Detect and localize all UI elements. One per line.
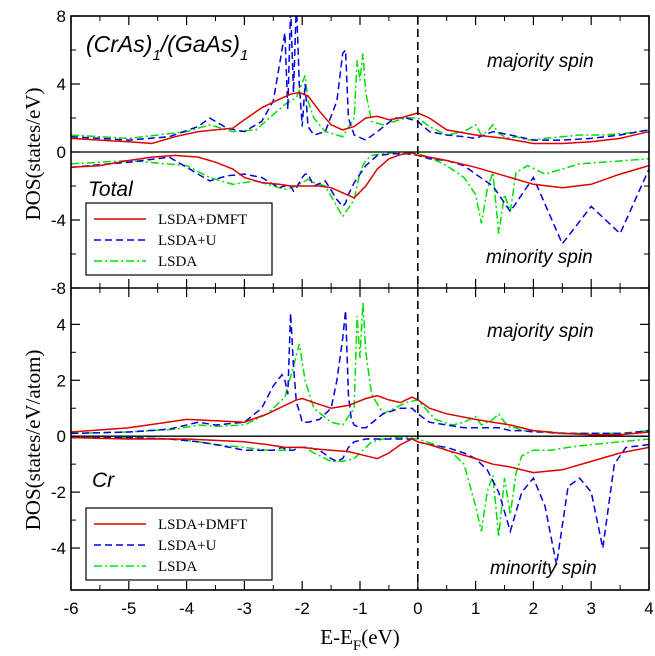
cr-panel-label: Cr	[92, 469, 115, 492]
cr-lsda-dmft-majority-curve	[71, 394, 649, 436]
cr-lsda-dmft-minority-curve	[71, 436, 649, 474]
total-minority-annotation: minority spin	[486, 247, 593, 268]
total-majority-annotation: majority spin	[487, 51, 594, 72]
total-dos-curves	[71, 16, 649, 246]
y-tick-label: 2	[57, 371, 66, 390]
total-panel-label: Total	[88, 178, 134, 201]
y-tick-label: 0	[57, 427, 66, 446]
x-tick-label: 1	[471, 599, 480, 618]
total-lsda-minority-curve	[71, 152, 649, 234]
cr-lsda-minority-curve	[71, 436, 649, 537]
y-tick-label: 0	[57, 143, 66, 162]
y-tick-label: 4	[57, 75, 66, 94]
x-tick-label: -2	[295, 599, 310, 618]
legend-label: LSDA+U	[158, 538, 217, 554]
total-dos-panel: -8 -4 0 4 8 (CrAs)1/(GaAs)1 Total majority s…	[21, 7, 650, 298]
cr-minority-annotation: minority spin	[490, 558, 597, 579]
plot-frame	[70, 15, 650, 591]
total-lsda-u-majority-curve	[71, 16, 649, 141]
x-tick-label: -1	[352, 599, 367, 618]
x-tick-label: -5	[121, 599, 136, 618]
total-legend-box	[85, 202, 273, 276]
x-tick-label: 2	[529, 599, 538, 618]
x-tick-label: 0	[413, 599, 422, 618]
total-y-axis-title: DOS(states/eV)	[21, 88, 45, 221]
y-tick-label: 8	[57, 7, 66, 26]
total-lsda-u-minority-curve	[71, 152, 649, 246]
y-tick-label: 4	[57, 315, 66, 334]
total-lsda-dmft-minority-curve	[71, 152, 649, 199]
cr-lsda-u-majority-curve	[71, 310, 649, 435]
cr-lsda-majority-curve	[71, 301, 649, 435]
total-legend: LSDA+DMFT LSDA+U LSDA	[85, 202, 273, 276]
legend-label: LSDA+DMFT	[158, 517, 247, 533]
y-tick-label: -4	[51, 539, 66, 558]
x-tick-label: 3	[586, 599, 595, 618]
legend-label: LSDA	[158, 254, 197, 270]
total-lsda-dmft-majority-curve	[71, 91, 649, 145]
cr-legend-box	[85, 507, 273, 581]
cr-majority-annotation: majority spin	[487, 321, 594, 342]
cr-x-ticks: -6 -5 -4 -3 -2 -1 0 1 2 3 4	[63, 288, 654, 618]
x-tick-label: 4	[644, 599, 653, 618]
y-tick-label: -4	[51, 211, 66, 230]
cr-y-axis-title: DOS(states/eV/atom)	[21, 350, 45, 531]
legend-label: LSDA	[158, 559, 197, 575]
cr-legend: LSDA+DMFT LSDA+U LSDA	[85, 507, 273, 581]
y-tick-label: -8	[51, 279, 66, 298]
y-tick-label: -2	[51, 483, 66, 502]
legend-label: LSDA+DMFT	[158, 212, 247, 228]
total-panel-title: (CrAs)1/(GaAs)1	[86, 31, 248, 64]
x-tick-label: -4	[179, 599, 194, 618]
cr-y-ticks: -4 -2 0 2 4	[51, 315, 649, 558]
cr-dos-panel: -4 -2 0 2 4 -6 -5 -4 -3 -2 -1 0 1 2 3 4 Cr majority sp…	[21, 288, 654, 618]
total-lsda-majority-curve	[71, 53, 649, 141]
x-tick-label: -3	[237, 599, 252, 618]
legend-label: LSDA+U	[158, 233, 217, 249]
total-y-ticks: -8 -4 0 4 8	[51, 7, 649, 298]
cr-dos-curves	[71, 301, 649, 565]
x-tick-label: -6	[63, 599, 78, 618]
x-axis-title: E-EF(eV)	[320, 625, 399, 654]
